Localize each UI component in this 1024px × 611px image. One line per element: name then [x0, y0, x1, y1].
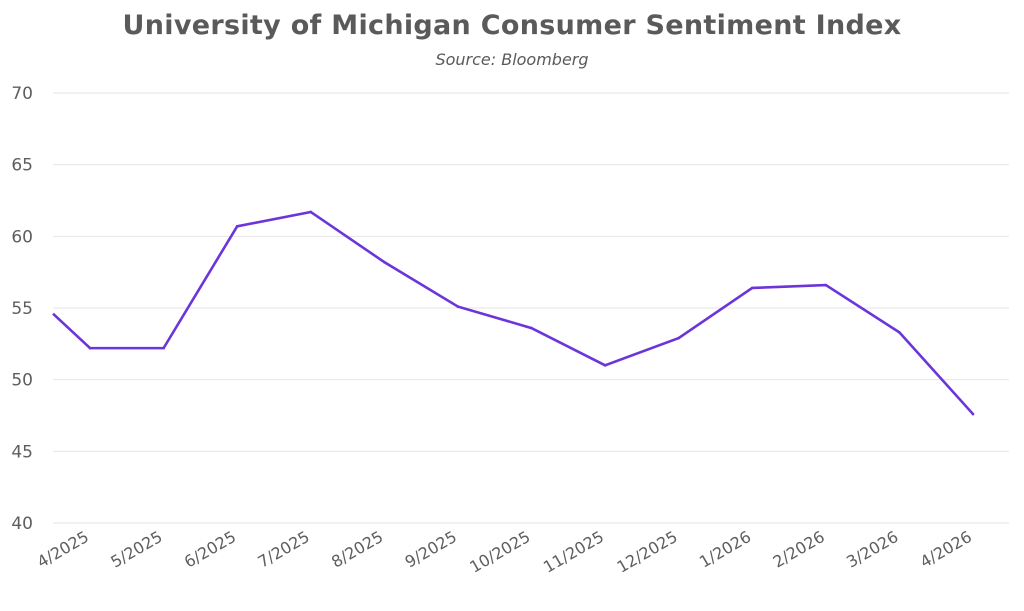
x-tick-label: 4/2026	[917, 527, 975, 572]
x-tick-label: 3/2026	[843, 527, 901, 572]
x-tick-label: 9/2025	[402, 527, 460, 572]
y-tick-label: 50	[11, 371, 33, 391]
y-tick-label: 70	[11, 84, 33, 104]
data-point	[898, 331, 901, 334]
x-tick-label: 8/2025	[328, 527, 386, 572]
data-point	[603, 364, 607, 367]
y-tick-label: 60	[11, 227, 33, 247]
x-tick-label: 5/2025	[107, 527, 165, 572]
x-tick-label: 12/2025	[614, 527, 681, 577]
gridlines	[53, 92, 1009, 524]
y-tick-label: 65	[11, 156, 33, 176]
x-tick-label: 6/2025	[181, 527, 239, 572]
series-layer	[52, 210, 975, 416]
data-point	[383, 260, 386, 264]
data-point	[530, 326, 533, 330]
data-point	[971, 412, 975, 416]
x-tick-label: 2/2026	[770, 527, 828, 572]
y-axis-ticks: 40 45 50 55 60 65 70	[11, 84, 33, 534]
data-point	[824, 283, 828, 287]
x-tick-label: 10/2025	[466, 527, 533, 577]
data-point	[309, 210, 313, 214]
y-tick-label: 45	[11, 442, 33, 462]
x-axis-ticks: 4/2025 5/2025 6/2025 7/2025 8/2025 9/2025 10/2…	[34, 527, 975, 577]
x-tick-label: 11/2025	[540, 527, 607, 577]
y-tick-label: 55	[11, 299, 33, 319]
y-tick-label: 40	[11, 514, 33, 534]
data-point	[235, 225, 239, 228]
x-tick-label: 4/2025	[34, 527, 92, 572]
data-point	[456, 305, 460, 308]
x-tick-label: 1/2026	[696, 527, 754, 572]
chart-title: University of Michigan Consumer Sentimen…	[122, 10, 902, 41]
data-point	[677, 336, 680, 340]
data-point	[162, 346, 165, 350]
data-point	[88, 346, 92, 350]
series-line-0	[52, 210, 974, 415]
data-point	[750, 286, 754, 290]
chart-subtitle: Source: Bloomberg	[435, 50, 589, 69]
x-tick-label: 7/2025	[254, 527, 312, 572]
